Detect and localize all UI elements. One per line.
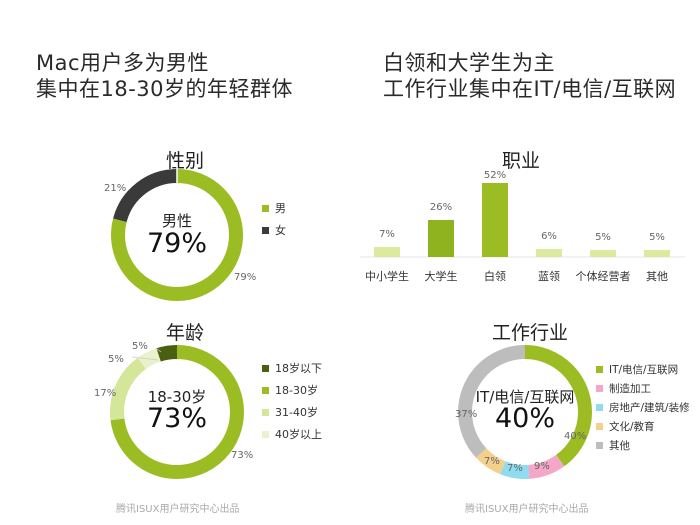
occupation-bar-4	[590, 250, 616, 257]
legend-item-over40: 40岁以上	[262, 423, 322, 445]
industry-label-culture: 7%	[484, 456, 500, 467]
occupation-value-3: 6%	[541, 231, 557, 242]
age-label-over40: 5%	[108, 354, 124, 365]
gender-center-label: 男性	[161, 212, 192, 230]
legend-swatch	[262, 386, 269, 394]
age-slice-31-40	[110, 345, 244, 479]
gender-donut	[111, 166, 243, 301]
occupation-category-4: 个体经营者	[575, 270, 631, 283]
age-label-18-30: 73%	[231, 450, 253, 461]
age-center-value: 73%	[146, 403, 207, 434]
right-headline-line1: 白领和大学生为主	[383, 51, 555, 75]
industry-label-realestate: 7%	[507, 463, 523, 474]
occupation-category-2: 白领	[484, 270, 506, 283]
industry-center-label: IT/电信/互联网	[475, 388, 575, 406]
legend-item-it: IT/电信/互联网	[596, 360, 690, 379]
gender-label-male: 79%	[234, 272, 256, 283]
industry-chart-title: 工作行业	[491, 322, 568, 344]
legend-swatch	[596, 442, 603, 449]
industry-label-manufacturing: 9%	[534, 461, 550, 472]
industry-slice-realestate	[458, 345, 592, 479]
age-slice-under18	[110, 345, 244, 479]
left-headline: Mac用户多为男性 集中在18-30岁的年轻群体	[36, 50, 293, 102]
industry-label-other: 37%	[455, 409, 477, 420]
gender-center-value: 79%	[146, 228, 207, 259]
legend-item-culture: 文化/教育	[596, 417, 690, 436]
age-label-31-40: 17%	[94, 388, 116, 399]
occupation-value-1: 26%	[429, 202, 453, 213]
age-chart-title: 年龄	[165, 322, 204, 344]
occupation-value-5: 5%	[649, 232, 665, 243]
legend-swatch	[262, 226, 269, 234]
legend-swatch	[596, 423, 603, 430]
occupation-value-2: 52%	[483, 170, 507, 181]
occupation-bar-3	[536, 249, 562, 257]
left-headline-line1: Mac用户多为男性	[36, 51, 210, 75]
footer-credit-right: 腾讯ISUX用户研究中心出品	[465, 504, 589, 515]
legend-swatch	[596, 366, 603, 373]
legend-swatch	[596, 385, 603, 392]
occupation-bar-5	[644, 250, 670, 257]
legend-item-female: 女	[262, 219, 286, 241]
occupation-bar-2	[482, 183, 508, 257]
footer-credit-left: 腾讯ISUX用户研究中心出品	[116, 504, 240, 515]
legend-item-male: 男	[262, 197, 286, 219]
gender-label-female: 21%	[104, 183, 126, 194]
industry-label-it: 40%	[564, 431, 586, 442]
occupation-bar-1	[428, 220, 454, 257]
right-headline: 白领和大学生为主 工作行业集中在IT/电信/互联网	[383, 50, 676, 102]
legend-swatch	[596, 404, 603, 411]
occupation-chart-title: 职业	[501, 150, 540, 172]
industry-center-value: 40%	[494, 403, 555, 434]
industry-legend: IT/电信/互联网 制造加工 房地产/建筑/装修 文化/教育 其他	[596, 360, 690, 455]
occupation-category-5: 其他	[646, 270, 668, 283]
legend-swatch	[262, 408, 269, 416]
age-label-under18: 5%	[132, 341, 148, 352]
occupation-category-3: 蓝领	[538, 270, 560, 283]
occupation-category-0: 中小学生	[365, 270, 409, 283]
legend-swatch	[262, 204, 269, 212]
right-headline-line2: 工作行业集中在IT/电信/互联网	[383, 77, 677, 101]
legend-item-18-30: 18-30岁	[262, 379, 322, 401]
age-legend: 18岁以下 18-30岁 31-40岁 40岁以上	[262, 357, 322, 445]
occupation-bar-0	[374, 247, 400, 257]
legend-item-other: 其他	[596, 436, 690, 455]
left-headline-line2: 集中在18-30岁的年轻群体	[36, 77, 294, 101]
industry-donut	[458, 345, 592, 479]
industry-slice-other	[458, 345, 592, 479]
legend-swatch	[262, 364, 269, 372]
occupation-value-0: 7%	[379, 229, 395, 240]
age-center-label: 18-30岁	[147, 388, 207, 406]
gender-chart-title: 性别	[165, 150, 204, 172]
occupation-value-4: 5%	[595, 232, 611, 243]
legend-item-realestate: 房地产/建筑/装修	[596, 398, 690, 417]
legend-swatch	[262, 430, 269, 438]
gender-legend: 男 女	[262, 197, 286, 241]
legend-item-under18: 18岁以下	[262, 357, 322, 379]
legend-item-31-40: 31-40岁	[262, 401, 322, 423]
age-donut	[110, 345, 244, 479]
legend-item-manufacturing: 制造加工	[596, 379, 690, 398]
occupation-category-1: 大学生	[424, 270, 458, 283]
